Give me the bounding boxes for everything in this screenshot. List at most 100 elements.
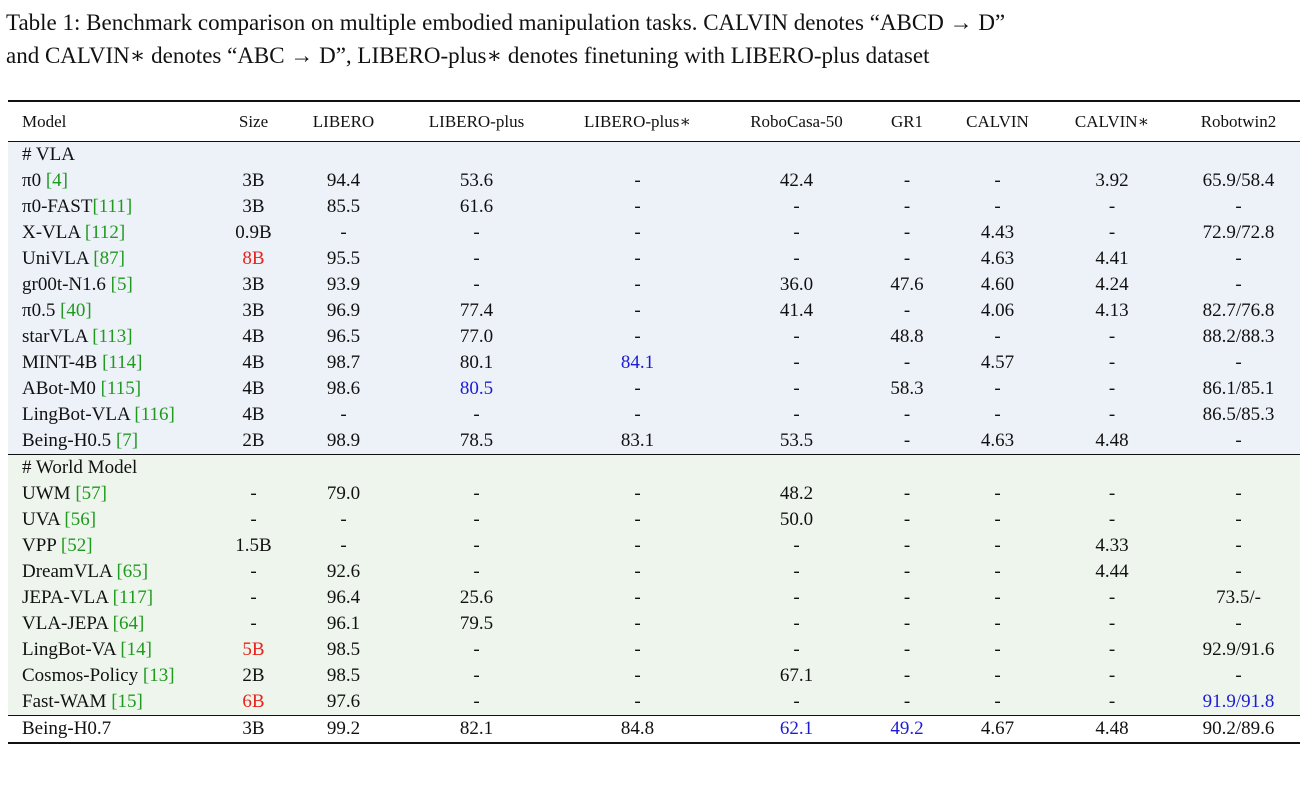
table-row: ABot-M0 [115] 4B 98.6 80.5- -58.3- -86.1/85.1 (8, 376, 1300, 402)
table-row: MINT-4B [114] 4B 98.7 80.1 84.1- -4.57- - (8, 350, 1300, 376)
citation: [116] (129, 404, 175, 425)
value-cell: 4.48 (1095, 718, 1129, 739)
value-cell: 42.4 (727, 168, 866, 194)
value-cell: - (405, 402, 548, 428)
final-row: Being-H0.7 3B 99.2 82.1 84.8 62.1 49.2 4.67 4.48… (8, 715, 1300, 744)
value-cell: - (548, 220, 727, 246)
section-row: # VLA (8, 141, 1300, 168)
value-cell: - (548, 246, 727, 272)
value-cell: 4.63 (948, 246, 1047, 272)
value-cell: - (1047, 402, 1177, 428)
value-cell: - (282, 533, 405, 559)
value-cell: 96.9 (282, 298, 405, 324)
column-header: CALVIN∗ (1074, 111, 1150, 131)
section-title: # World Model (8, 454, 1300, 481)
value-cell: - (1047, 376, 1177, 402)
column-header: Robotwin2 (1200, 111, 1277, 131)
value-cell: 4.57 (948, 350, 1047, 376)
value-cell: 4.48 (1047, 428, 1177, 455)
model-cell: Being-H0.5 [7] (8, 428, 225, 455)
citation: [15] (106, 691, 143, 712)
value-cell: 86.5/85.3 (1177, 402, 1300, 428)
value-cell: - (866, 637, 948, 663)
value-cell: - (548, 376, 727, 402)
value-cell: - (948, 585, 1047, 611)
model-name: UVA (22, 509, 60, 530)
value-cell: - (405, 507, 548, 533)
value-cell: - (1047, 689, 1177, 716)
value-cell: 4.33 (1047, 533, 1177, 559)
value-cell: - (1047, 481, 1177, 507)
table-row: starVLA [113] 4B 96.5 77.0- -48.8- -88.2/88.3 (8, 324, 1300, 350)
value-cell: - (948, 637, 1047, 663)
value-cell: 78.5 (405, 428, 548, 455)
citation: [5] (105, 274, 133, 295)
value-cell: - (548, 637, 727, 663)
table-row: Cosmos-Policy [13] 2B 98.5- -67.1- - - - (8, 663, 1300, 689)
table-row: π0 [4] 3B 94.4 53.6-42.4- -3.92 65.9/58.4 (8, 168, 1300, 194)
table-row: LingBot-VA [14] 5B 98.5- - - - - -92.9/91.6 (8, 637, 1300, 663)
section: # World Model UWM [57] -79.0- -48.2- - - - UVA … (8, 454, 1300, 716)
model-name: starVLA (22, 326, 88, 347)
citation: [111] (92, 196, 133, 217)
value-cell: 82.7/76.8 (1177, 298, 1300, 324)
model-cell: DreamVLA [65] (8, 559, 225, 585)
model-name: π0.5 (22, 300, 56, 321)
value-cell: - (866, 611, 948, 637)
value-cell: - (405, 481, 548, 507)
value-cell: 84.1 (548, 350, 727, 376)
model-name: LingBot-VA (22, 639, 116, 660)
model-name: VLA-JEPA (22, 613, 108, 634)
table-row: LingBot-VLA [116] 4B - - - - - - -86.5/85.3 (8, 402, 1300, 428)
value-cell: - (727, 585, 866, 611)
value-cell: 53.5 (727, 428, 866, 455)
table-row: gr00t-N1.6 [5] 3B 93.9- -36.0 47.6 4.60 4.24- (8, 272, 1300, 298)
value-cell: 3B (225, 168, 282, 194)
header-row: Model Size LIBERO LIBERO-plus LIBERO-plus∗ Ro… (8, 101, 1300, 142)
model-cell: JEPA-VLA [117] (8, 585, 225, 611)
value-cell: - (405, 246, 548, 272)
value-cell: 2B (225, 663, 282, 689)
value-cell: - (1047, 350, 1177, 376)
value-cell: - (948, 194, 1047, 220)
value-cell: - (727, 637, 866, 663)
model-name: UniVLA (22, 248, 89, 269)
value-cell: 4.06 (948, 298, 1047, 324)
citation: [114] (97, 352, 143, 373)
value-cell: 65.9/58.4 (1177, 168, 1300, 194)
value-cell: 93.9 (282, 272, 405, 298)
citation: [14] (115, 639, 153, 660)
table-row: UWM [57] -79.0- -48.2- - - - (8, 481, 1300, 507)
value-cell: 4.67 (980, 718, 1015, 739)
citation: [113] (87, 326, 133, 347)
value-cell: - (225, 559, 282, 585)
value-cell: - (866, 663, 948, 689)
value-cell: 48.2 (727, 481, 866, 507)
value-cell: - (548, 663, 727, 689)
value-cell: - (405, 663, 548, 689)
value-cell: 41.4 (727, 298, 866, 324)
value-cell: - (948, 663, 1047, 689)
value-cell: - (727, 402, 866, 428)
value-cell: - (866, 428, 948, 455)
table-row: UVA [56] - - - -50.0- - - - (8, 507, 1300, 533)
value-cell: - (866, 507, 948, 533)
model-cell: Being-H0.7 (8, 716, 225, 744)
model-name: ABot-M0 (22, 378, 96, 399)
value-cell: 79.5 (405, 611, 548, 637)
value-cell: - (548, 689, 727, 716)
citation: [40] (55, 300, 92, 321)
value-cell: - (1177, 611, 1300, 637)
value-cell: - (727, 194, 866, 220)
table-row: Being-H0.5 [7] 2B 98.9 78.5 83.1 53.5-4.63 4.4… (8, 428, 1300, 455)
value-cell: 83.1 (548, 428, 727, 455)
model-cell: Cosmos-Policy [13] (8, 663, 225, 689)
citation: [65] (111, 561, 149, 582)
value-cell: 3B (225, 272, 282, 298)
value-cell: 86.1/85.1 (1177, 376, 1300, 402)
value-cell: - (1177, 507, 1300, 533)
value-cell: - (548, 324, 727, 350)
model-cell: gr00t-N1.6 [5] (8, 272, 225, 298)
value-cell: 3B (225, 298, 282, 324)
